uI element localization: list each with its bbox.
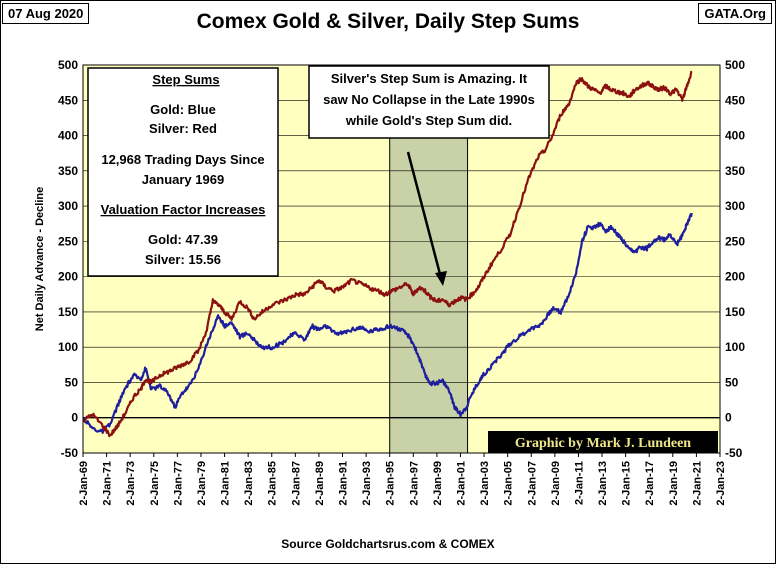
- x-tick-label: 2-Jan-95: [385, 461, 397, 506]
- x-axis: 2-Jan-69 2-Jan-71 2-Jan-73 2-Jan-75 2-Jan-77…: [78, 453, 727, 506]
- date-tag: 07 Aug 2020: [2, 3, 90, 24]
- credit-box: Graphic by Mark J. Lundeen: [488, 431, 718, 453]
- x-tick-label: 2-Jan-15: [621, 461, 633, 506]
- y-tick-right: 500: [725, 58, 745, 72]
- legend-vf-silver: Silver: 15.56: [145, 252, 221, 267]
- x-tick-label: 2-Jan-09: [550, 461, 562, 506]
- y-tick-left: 350: [58, 164, 78, 178]
- y-tick-left: 200: [58, 270, 78, 284]
- y-tick-right: 100: [725, 340, 745, 354]
- x-tick-label: 2-Jan-69: [78, 461, 90, 506]
- legend-days-1: 12,968 Trading Days Since: [101, 152, 264, 167]
- y-tick-left: 0: [71, 411, 78, 425]
- x-tick-label: 2-Jan-73: [125, 461, 137, 506]
- y-tick-right: 50: [725, 375, 739, 389]
- y-tick-left: 450: [58, 93, 78, 107]
- annotation-line-2: saw No Collapse in the Late 1990s: [323, 92, 535, 107]
- x-tick-label: 2-Jan-01: [455, 461, 467, 506]
- y-axis-right: -50 0 50 100 150 200 250 300 350 400 450 500: [725, 58, 745, 460]
- credit-text: Graphic by Mark J. Lundeen: [515, 436, 691, 451]
- series-line-gold: [82, 212, 693, 434]
- y-tick-right: 200: [725, 270, 745, 284]
- x-tick-label: 2-Jan-77: [172, 461, 184, 506]
- y-tick-right: 400: [725, 129, 745, 143]
- x-tick-label: 2-Jan-21: [691, 461, 703, 506]
- legend-vf-heading: Valuation Factor Increases: [101, 202, 266, 217]
- y-tick-left: 150: [58, 305, 78, 319]
- y-tick-left: 300: [58, 199, 78, 213]
- x-tick-label: 2-Jan-03: [479, 461, 491, 506]
- x-tick-label: 2-Jan-93: [361, 461, 373, 506]
- y-tick-right: 0: [725, 411, 732, 425]
- x-tick-label: 2-Jan-75: [149, 461, 161, 506]
- x-tick-label: 2-Jan-99: [432, 461, 444, 506]
- series-line-silver: [82, 70, 693, 438]
- y-axis-label: Net Daily Advance - Decline: [34, 187, 46, 331]
- annotation-arrowhead: [435, 271, 447, 286]
- y-tick-left: 500: [58, 58, 78, 72]
- series-group: [82, 70, 693, 438]
- annotation-line-3: while Gold's Step Sum did.: [345, 113, 512, 128]
- y-tick-right: 450: [725, 93, 745, 107]
- x-tick-label: 2-Jan-89: [314, 461, 326, 506]
- annotation-line-1: Silver's Step Sum is Amazing. It: [331, 71, 528, 86]
- x-tick-label: 2-Jan-71: [102, 461, 114, 506]
- x-tick-label: 2-Jan-11: [573, 461, 585, 505]
- y-tick-left: 50: [65, 375, 79, 389]
- x-tick-label: 2-Jan-87: [290, 461, 302, 506]
- x-tick-label: 2-Jan-79: [196, 461, 208, 506]
- source-tag: GATA.Org: [698, 3, 772, 24]
- x-tick-label: 2-Jan-23: [715, 461, 727, 506]
- y-tick-right: 350: [725, 164, 745, 178]
- y-tick-left: 400: [58, 129, 78, 143]
- x-tick-label: 2-Jan-05: [503, 461, 515, 506]
- legend-gold: Gold: Blue: [150, 102, 216, 117]
- x-tick-label: 2-Jan-19: [668, 461, 680, 506]
- source-footer: Source Goldchartsrus.com & COMEX: [281, 537, 495, 551]
- y-tick-right: 150: [725, 305, 745, 319]
- x-tick-label: 2-Jan-81: [220, 461, 232, 506]
- legend-heading: Step Sums: [152, 72, 219, 87]
- x-tick-label: 2-Jan-91: [338, 461, 350, 506]
- x-tick-label: 2-Jan-13: [597, 461, 609, 506]
- x-tick-label: 2-Jan-97: [408, 461, 420, 506]
- y-tick-right: 250: [725, 234, 745, 248]
- legend-days-2: January 1969: [142, 172, 224, 187]
- y-tick-left: 100: [58, 340, 78, 354]
- x-tick-label: 2-Jan-07: [526, 461, 538, 506]
- y-tick-left: 250: [58, 234, 78, 248]
- x-tick-label: 2-Jan-85: [267, 461, 279, 506]
- annotation: Silver's Step Sum is Amazing. It saw No …: [308, 65, 550, 286]
- legend-box: Step Sums Gold: Blue Silver: Red 12,968 …: [87, 67, 279, 277]
- x-tick-label: 2-Jan-17: [644, 461, 656, 506]
- legend-silver: Silver: Red: [149, 121, 217, 136]
- annotation-arrow: [406, 151, 443, 279]
- chart-title: Comex Gold & Silver, Daily Step Sums: [196, 10, 580, 33]
- y-axis-left: -50 0 50 100 150 200 250 300 350 400 450 500: [58, 58, 78, 460]
- y-tick-right: -50: [725, 446, 743, 460]
- legend-vf-gold: Gold: 47.39: [148, 232, 218, 247]
- y-tick-right: 300: [725, 199, 745, 213]
- y-tick-left: -50: [61, 446, 79, 460]
- plot-border: [82, 64, 721, 454]
- x-tick-label: 2-Jan-83: [243, 461, 255, 506]
